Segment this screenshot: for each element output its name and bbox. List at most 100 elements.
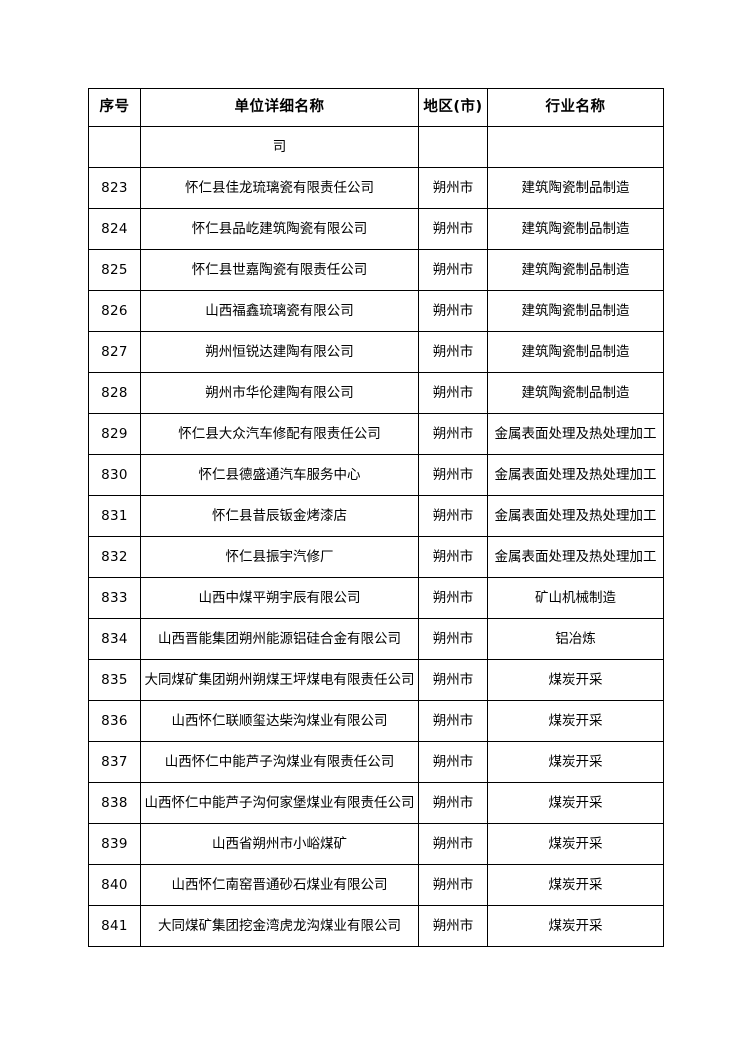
cell-area: 朔州市 [418,331,488,373]
cell-name: 大同煤矿集团挖金湾虎龙沟煤业有限公司 [140,905,419,947]
cell-area: 朔州市 [418,413,488,455]
cell-area: 朔州市 [418,864,488,906]
cell-industry: 煤炭开采 [487,905,664,947]
cell-name: 司 [140,126,419,168]
cell-area: 朔州市 [418,536,488,578]
cell-industry: 煤炭开采 [487,700,664,742]
cell-area: 朔州市 [418,741,488,783]
cell-area: 朔州市 [418,208,488,250]
cell-name: 怀仁县昔辰钣金烤漆店 [140,495,419,537]
cell-area: 朔州市 [418,823,488,865]
table-row: 826 山西福鑫琉璃瓷有限公司 朔州市 建筑陶瓷制品制造 [88,290,664,332]
cell-seq: 840 [88,864,141,906]
cell-seq: 837 [88,741,141,783]
cell-name: 山西省朔州市小峪煤矿 [140,823,419,865]
table-row: 832 怀仁县振宇汽修厂 朔州市 金属表面处理及热处理加工 [88,536,664,578]
cell-industry: 煤炭开采 [487,823,664,865]
table-row: 824 怀仁县品屹建筑陶瓷有限公司 朔州市 建筑陶瓷制品制造 [88,208,664,250]
table-row: 833 山西中煤平朔宇辰有限公司 朔州市 矿山机械制造 [88,577,664,619]
table-row: 837 山西怀仁中能芦子沟煤业有限责任公司 朔州市 煤炭开采 [88,741,664,783]
cell-industry: 金属表面处理及热处理加工 [487,413,664,455]
cell-seq: 836 [88,700,141,742]
cell-industry: 建筑陶瓷制品制造 [487,372,664,414]
table-body: 司 823 怀仁县佳龙琉璃瓷有限责任公司 朔州市 建筑陶瓷制品制造 824 怀仁县品屹建筑陶… [88,126,664,947]
cell-seq: 833 [88,577,141,619]
cell-name: 山西怀仁中能芦子沟何家堡煤业有限责任公司 [140,782,419,824]
cell-area: 朔州市 [418,905,488,947]
cell-area: 朔州市 [418,249,488,291]
cell-name: 朔州市华伦建陶有限公司 [140,372,419,414]
cell-name: 朔州恒锐达建陶有限公司 [140,331,419,373]
cell-area: 朔州市 [418,659,488,701]
cell-name: 怀仁县世嘉陶瓷有限责任公司 [140,249,419,291]
cell-name: 怀仁县振宇汽修厂 [140,536,419,578]
table-row: 836 山西怀仁联顺玺达柴沟煤业有限公司 朔州市 煤炭开采 [88,700,664,742]
table-row: 829 怀仁县大众汽车修配有限责任公司 朔州市 金属表面处理及热处理加工 [88,413,664,455]
table-row: 840 山西怀仁南窑晋通砂石煤业有限公司 朔州市 煤炭开采 [88,864,664,906]
cell-industry: 煤炭开采 [487,782,664,824]
cell-industry: 建筑陶瓷制品制造 [487,249,664,291]
cell-name: 怀仁县德盛通汽车服务中心 [140,454,419,496]
cell-seq: 829 [88,413,141,455]
cell-industry: 建筑陶瓷制品制造 [487,208,664,250]
cell-area: 朔州市 [418,290,488,332]
table-row: 825 怀仁县世嘉陶瓷有限责任公司 朔州市 建筑陶瓷制品制造 [88,249,664,291]
table-row: 835 大同煤矿集团朔州朔煤王坪煤电有限责任公司 朔州市 煤炭开采 [88,659,664,701]
cell-industry: 煤炭开采 [487,659,664,701]
cell-seq: 824 [88,208,141,250]
table-row: 司 [88,126,664,168]
table-row: 831 怀仁县昔辰钣金烤漆店 朔州市 金属表面处理及热处理加工 [88,495,664,537]
cell-seq: 834 [88,618,141,660]
cell-area [418,126,488,168]
table-container: 序号 单位详细名称 地区(市) 行业名称 司 823 怀仁县佳龙琉璃瓷有限责任公司朔… [88,88,664,947]
cell-area: 朔州市 [418,167,488,209]
column-header-area: 地区(市) [418,88,488,127]
table-header: 序号 单位详细名称 地区(市) 行业名称 [88,88,664,127]
cell-seq [88,126,141,168]
table-row: 834 山西晋能集团朔州能源铝硅合金有限公司 朔州市 铝冶炼 [88,618,664,660]
cell-area: 朔州市 [418,495,488,537]
cell-name: 怀仁县佳龙琉璃瓷有限责任公司 [140,167,419,209]
cell-seq: 841 [88,905,141,947]
cell-industry: 金属表面处理及热处理加工 [487,495,664,537]
cell-name: 大同煤矿集团朔州朔煤王坪煤电有限责任公司 [140,659,419,701]
cell-area: 朔州市 [418,454,488,496]
cell-name: 怀仁县品屹建筑陶瓷有限公司 [140,208,419,250]
cell-seq: 838 [88,782,141,824]
cell-seq: 835 [88,659,141,701]
table-row: 823 怀仁县佳龙琉璃瓷有限责任公司 朔州市 建筑陶瓷制品制造 [88,167,664,209]
cell-industry: 金属表面处理及热处理加工 [487,536,664,578]
cell-seq: 832 [88,536,141,578]
table-header-row: 序号 单位详细名称 地区(市) 行业名称 [88,88,664,127]
cell-seq: 823 [88,167,141,209]
cell-industry: 建筑陶瓷制品制造 [487,331,664,373]
cell-industry [487,126,664,168]
cell-seq: 830 [88,454,141,496]
enterprise-directory-table: 序号 单位详细名称 地区(市) 行业名称 司 823 怀仁县佳龙琉璃瓷有限责任公司朔… [88,88,664,947]
cell-industry: 金属表面处理及热处理加工 [487,454,664,496]
cell-name: 山西怀仁南窑晋通砂石煤业有限公司 [140,864,419,906]
column-header-name: 单位详细名称 [140,88,419,127]
cell-industry: 铝冶炼 [487,618,664,660]
table-row: 841 大同煤矿集团挖金湾虎龙沟煤业有限公司 朔州市 煤炭开采 [88,905,664,947]
cell-name: 山西怀仁中能芦子沟煤业有限责任公司 [140,741,419,783]
cell-area: 朔州市 [418,577,488,619]
table-row: 838 山西怀仁中能芦子沟何家堡煤业有限责任公司 朔州市 煤炭开采 [88,782,664,824]
cell-name: 山西晋能集团朔州能源铝硅合金有限公司 [140,618,419,660]
cell-area: 朔州市 [418,700,488,742]
table-row: 830 怀仁县德盛通汽车服务中心 朔州市 金属表面处理及热处理加工 [88,454,664,496]
cell-industry: 建筑陶瓷制品制造 [487,167,664,209]
cell-industry: 矿山机械制造 [487,577,664,619]
cell-name: 山西福鑫琉璃瓷有限公司 [140,290,419,332]
cell-industry: 煤炭开采 [487,741,664,783]
cell-name: 怀仁县大众汽车修配有限责任公司 [140,413,419,455]
cell-area: 朔州市 [418,618,488,660]
cell-area: 朔州市 [418,782,488,824]
table-row: 839 山西省朔州市小峪煤矿 朔州市 煤炭开采 [88,823,664,865]
cell-name: 山西中煤平朔宇辰有限公司 [140,577,419,619]
cell-industry: 煤炭开采 [487,864,664,906]
cell-name: 山西怀仁联顺玺达柴沟煤业有限公司 [140,700,419,742]
cell-seq: 828 [88,372,141,414]
table-row: 828 朔州市华伦建陶有限公司 朔州市 建筑陶瓷制品制造 [88,372,664,414]
